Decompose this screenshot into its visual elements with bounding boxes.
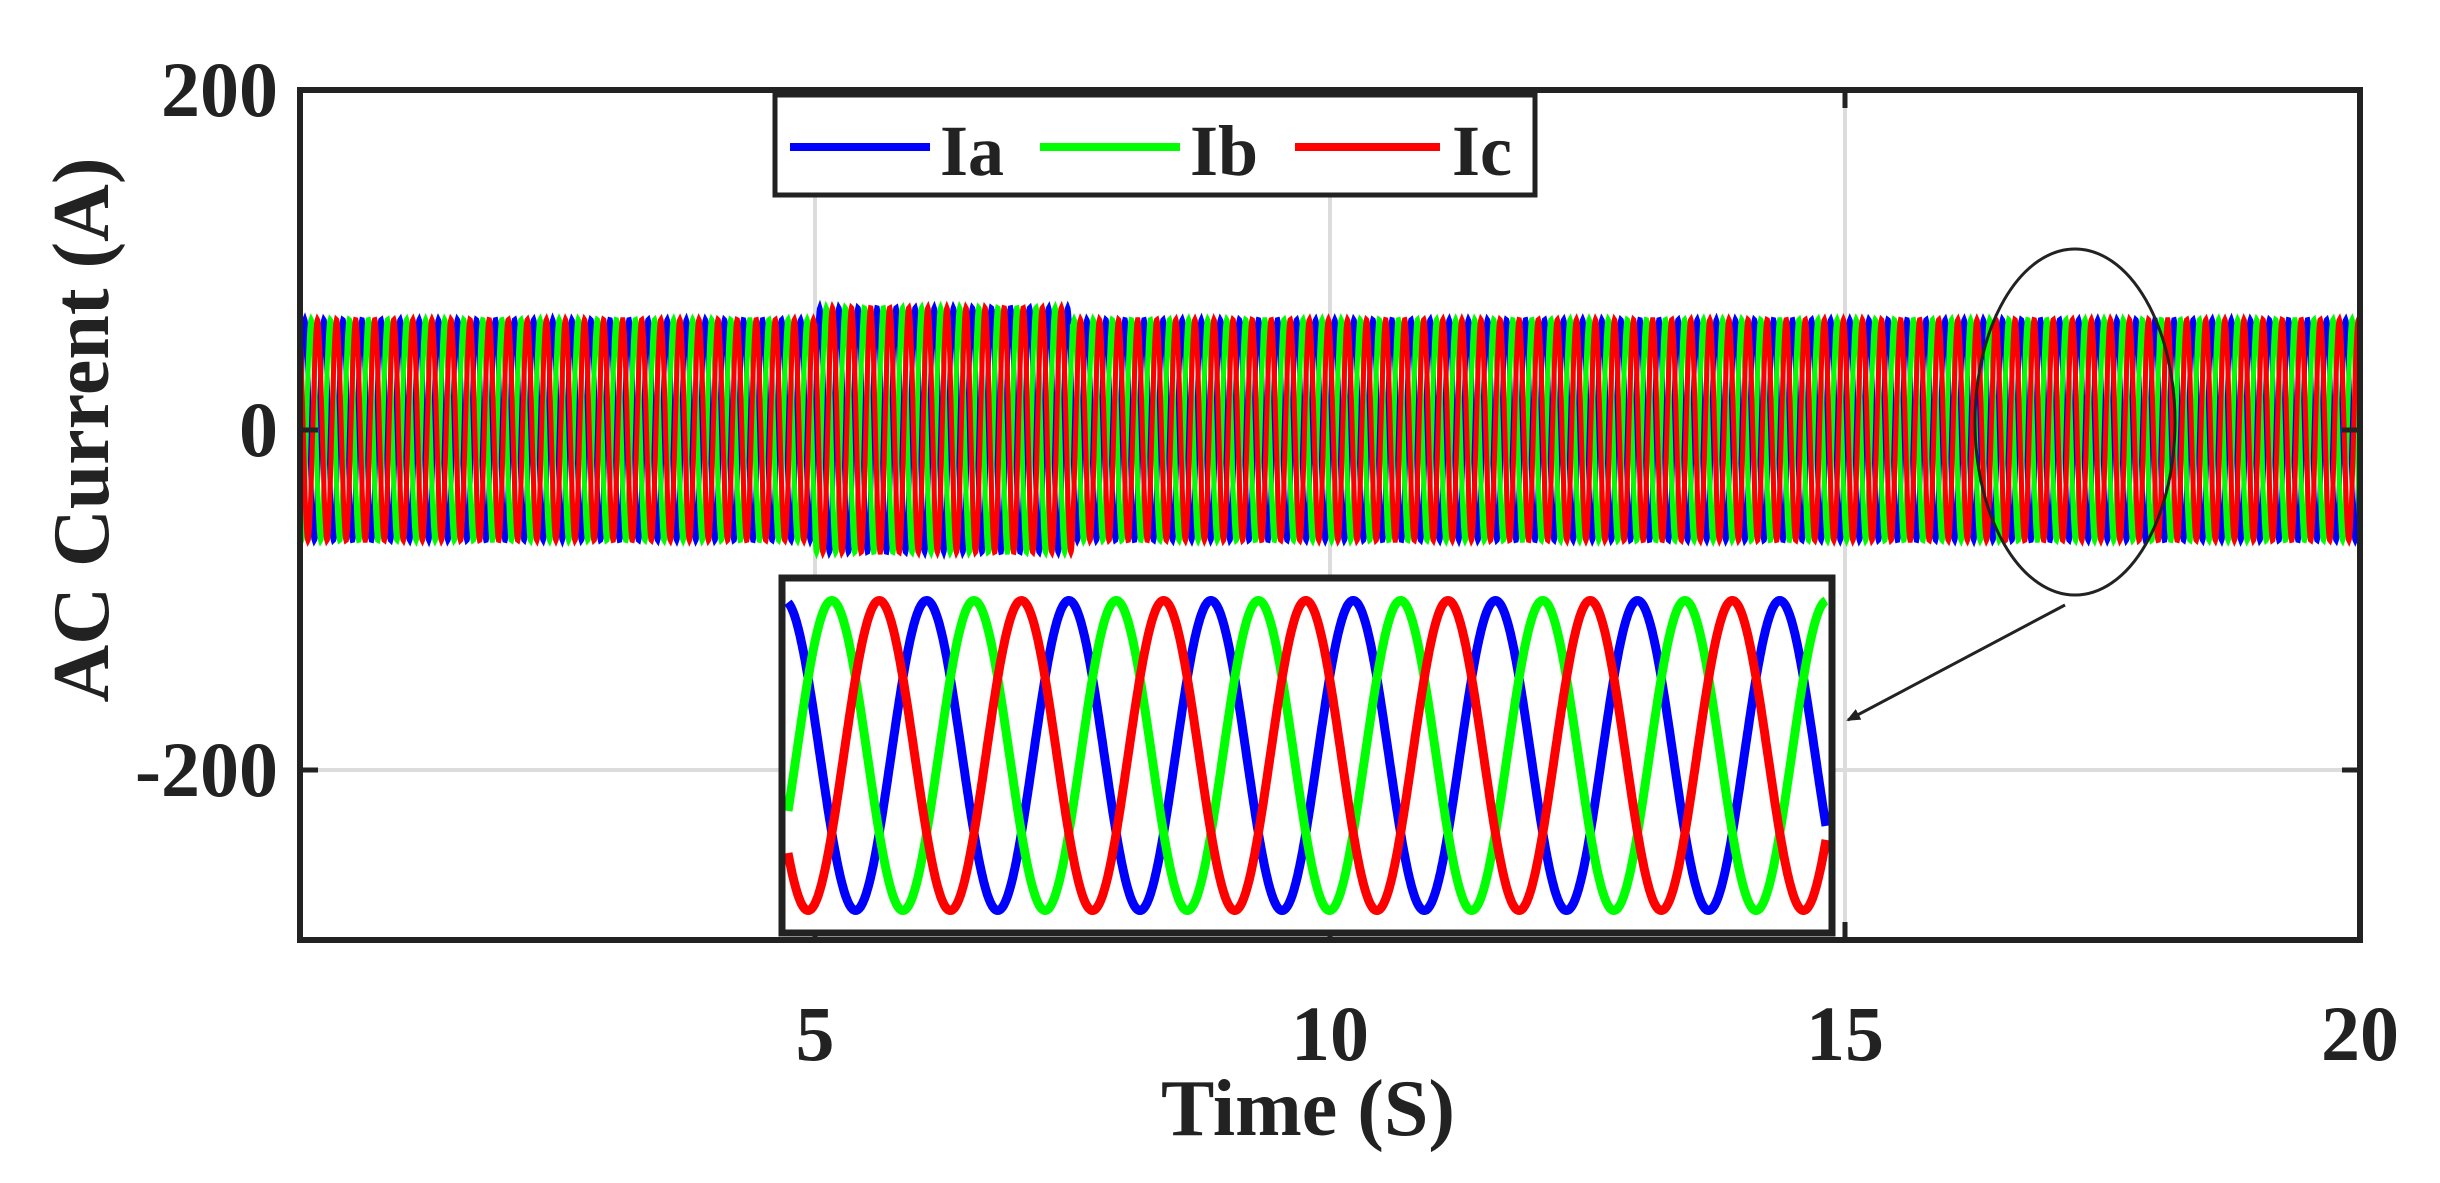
zoom-annotation xyxy=(1846,247,2177,722)
legend-label-ib: Ib xyxy=(1190,111,1258,191)
inset-box xyxy=(778,574,1836,937)
x-tick-labels: 5 10 15 20 xyxy=(796,990,2400,1077)
x-tick-label: 20 xyxy=(2321,990,2399,1077)
legend: Ia Ib Ic xyxy=(772,92,1538,198)
inset-line-ic xyxy=(783,595,1831,916)
y-tick-label: -200 xyxy=(135,726,278,813)
x-tick-label: 15 xyxy=(1806,990,1884,1077)
x-tick-label: 5 xyxy=(796,990,835,1077)
y-tick-labels: -200 0 200 xyxy=(135,46,278,813)
inset-series-layer xyxy=(783,595,1831,916)
inset-line-ib xyxy=(783,595,1829,916)
y-tick-label: 200 xyxy=(161,46,278,133)
series-line-ib xyxy=(297,300,2363,560)
series-line-ic xyxy=(297,300,2363,560)
inset xyxy=(778,574,1836,937)
legend-label-ic: Ic xyxy=(1452,111,1512,191)
x-tick-label: 10 xyxy=(1291,990,1369,1077)
zoom-ellipse xyxy=(1973,247,2177,597)
zoom-arrow xyxy=(1846,603,2066,722)
series-layer xyxy=(297,299,2363,560)
legend-label-ia: Ia xyxy=(940,111,1004,191)
series-line-ia xyxy=(297,299,2363,560)
y-axis-label: AC Current (A) xyxy=(38,157,126,702)
x-axis-label: Time (S) xyxy=(1161,1065,1455,1153)
y-tick-label: 0 xyxy=(239,386,278,473)
